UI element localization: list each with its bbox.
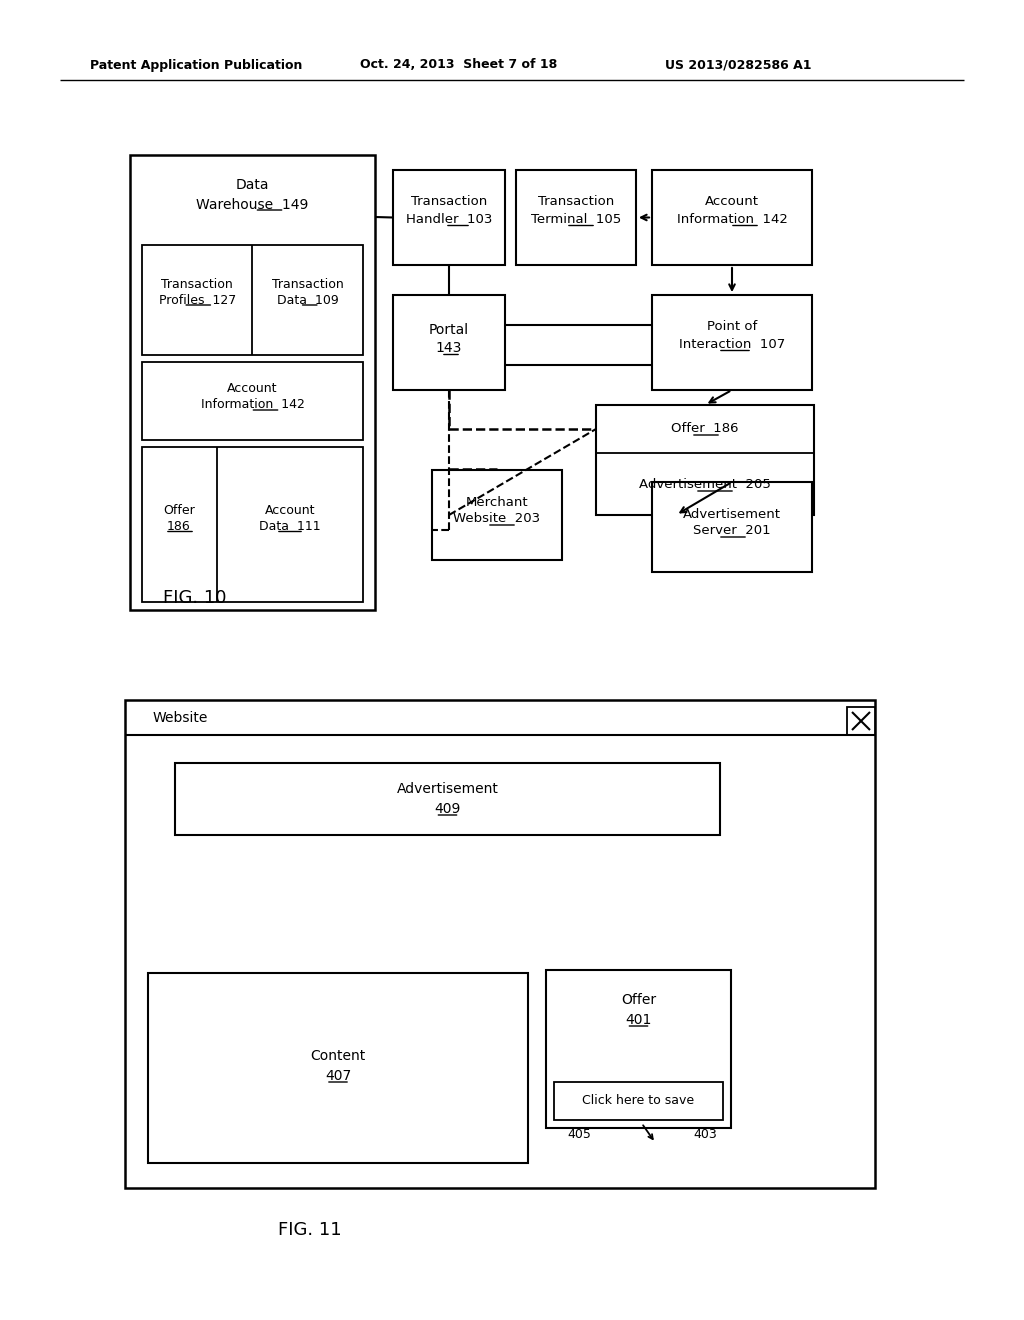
Bar — [393, 170, 505, 265]
Text: Transaction: Transaction — [272, 277, 344, 290]
Text: Profiles  127: Profiles 127 — [159, 293, 236, 306]
Bar — [596, 405, 814, 515]
Text: Website  203: Website 203 — [454, 512, 541, 525]
Text: Advertisement: Advertisement — [683, 508, 781, 521]
Text: 407: 407 — [325, 1069, 351, 1082]
Text: US 2013/0282586 A1: US 2013/0282586 A1 — [665, 58, 811, 71]
Bar — [175, 763, 720, 836]
Text: 403: 403 — [693, 1127, 717, 1140]
Bar — [516, 170, 636, 265]
Text: 409: 409 — [434, 803, 461, 816]
Text: 405: 405 — [567, 1127, 591, 1140]
Text: Data: Data — [236, 178, 269, 191]
Bar — [130, 154, 375, 610]
Text: Portal: Portal — [429, 323, 469, 338]
Text: Handler  103: Handler 103 — [406, 213, 493, 226]
Text: Account: Account — [227, 383, 278, 396]
Bar — [847, 708, 874, 735]
Text: Information  142: Information 142 — [677, 213, 787, 226]
Bar — [652, 294, 812, 389]
Text: 186: 186 — [167, 520, 190, 533]
Bar — [142, 447, 362, 602]
Text: FIG. 10: FIG. 10 — [163, 589, 226, 607]
Bar — [652, 170, 812, 265]
Text: Terminal  105: Terminal 105 — [530, 213, 622, 226]
Bar — [546, 970, 731, 1129]
Text: Transaction: Transaction — [162, 277, 233, 290]
Text: Warehouse  149: Warehouse 149 — [197, 198, 308, 213]
Text: Point of: Point of — [707, 319, 757, 333]
Text: Account: Account — [265, 504, 315, 517]
Bar — [142, 246, 362, 355]
Text: Content: Content — [310, 1049, 366, 1063]
Text: Click here to save: Click here to save — [583, 1094, 694, 1107]
Text: Transaction: Transaction — [538, 195, 614, 209]
Text: 143: 143 — [436, 342, 462, 355]
Text: Advertisement  205: Advertisement 205 — [639, 478, 771, 491]
Text: Website: Website — [153, 710, 208, 725]
Text: Data  109: Data 109 — [276, 293, 339, 306]
Bar — [554, 1082, 723, 1119]
Bar — [432, 470, 562, 560]
Text: 401: 401 — [626, 1012, 651, 1027]
Text: Patent Application Publication: Patent Application Publication — [90, 58, 302, 71]
Bar — [652, 482, 812, 572]
Bar — [393, 294, 505, 389]
Text: Advertisement: Advertisement — [396, 781, 499, 796]
Text: Server  201: Server 201 — [693, 524, 771, 537]
Bar — [142, 362, 362, 440]
Text: Data  111: Data 111 — [259, 520, 321, 533]
Text: Account: Account — [705, 195, 759, 209]
Text: Offer: Offer — [621, 993, 656, 1007]
Bar — [148, 973, 528, 1163]
Bar — [125, 700, 874, 1188]
Text: Information  142: Information 142 — [201, 399, 304, 412]
Text: FIG. 11: FIG. 11 — [279, 1221, 342, 1239]
Text: Interaction  107: Interaction 107 — [679, 338, 785, 351]
Text: Offer  186: Offer 186 — [672, 422, 738, 436]
Text: Oct. 24, 2013  Sheet 7 of 18: Oct. 24, 2013 Sheet 7 of 18 — [360, 58, 557, 71]
Text: Offer: Offer — [163, 504, 195, 517]
Text: Merchant: Merchant — [466, 496, 528, 510]
Text: Transaction: Transaction — [411, 195, 487, 209]
